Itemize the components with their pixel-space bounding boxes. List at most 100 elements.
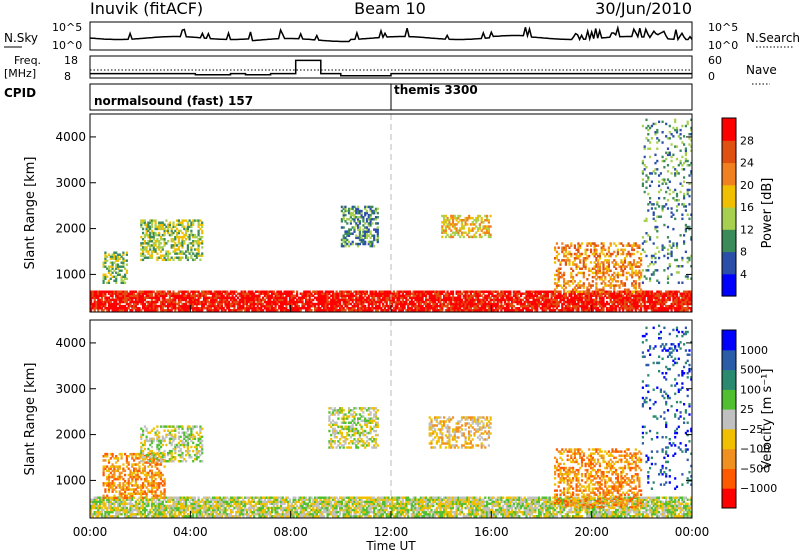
heatmap-cell [174, 496, 177, 499]
heatmap-cell [423, 302, 426, 306]
heatmap-cell [251, 298, 254, 302]
heatmap-cell [365, 228, 369, 231]
heatmap-cell [224, 300, 227, 304]
heatmap-cell [131, 506, 134, 510]
heatmap-cell [143, 240, 146, 243]
heatmap-cell [491, 290, 494, 293]
heatmap-cell [188, 309, 191, 312]
heatmap-cell [557, 259, 560, 262]
heatmap-cell [358, 216, 361, 219]
heatmap-cell [681, 155, 684, 159]
heatmap-cell [649, 298, 652, 302]
heatmap-cell [609, 275, 612, 279]
heatmap-cell [91, 500, 94, 504]
heatmap-cell [364, 230, 367, 233]
heatmap-cell [444, 214, 447, 218]
heatmap-cell [195, 240, 198, 243]
heatmap-cell [163, 229, 166, 233]
heatmap-cell [122, 510, 125, 514]
heatmap-cell [150, 240, 154, 243]
heatmap-cell [364, 242, 367, 246]
heatmap-cell [385, 300, 388, 304]
heatmap-cell [145, 290, 148, 293]
heatmap-cell [339, 294, 342, 298]
heatmap-cell [385, 292, 388, 295]
heatmap-cell [658, 180, 661, 183]
heatmap-cell [143, 223, 146, 226]
heatmap-cell [602, 296, 605, 300]
heatmap-cell [625, 309, 628, 312]
heatmap-cell [109, 307, 112, 310]
heatmap-cell [586, 248, 589, 252]
heatmap-cell [688, 256, 691, 260]
heatmap-cell [328, 309, 331, 312]
nsearch-tick-top: 10^5 [708, 21, 738, 34]
heatmap-cell [509, 309, 512, 312]
heatmap-cell [595, 302, 598, 306]
heatmap-cell [134, 504, 137, 508]
heatmap-cell [690, 118, 693, 122]
heatmap-cell [147, 300, 150, 304]
colorbar-swatch [722, 273, 736, 297]
heatmap-cell [414, 296, 417, 300]
heatmap-cell [659, 302, 662, 306]
heatmap-cell [480, 309, 483, 312]
heatmap-cell [573, 286, 576, 289]
heatmap-cell [125, 253, 128, 256]
heatmap-cell [111, 261, 114, 264]
heatmap-cell [197, 219, 200, 222]
heatmap-cell [170, 227, 173, 231]
heatmap-cell [238, 304, 241, 308]
heatmap-cell [116, 309, 120, 312]
heatmap-cell [595, 284, 598, 287]
heatmap-cell [557, 252, 560, 256]
heatmap-cell [152, 304, 155, 308]
heatmap-cell [609, 307, 612, 310]
colorbar-swatch [722, 229, 736, 253]
heatmap-cell [683, 294, 686, 298]
heatmap-cell [263, 298, 266, 302]
heatmap-cell [183, 235, 186, 239]
heatmap-cell [484, 290, 487, 293]
heatmap-cell [453, 233, 456, 237]
heatmap-cell [369, 298, 372, 302]
heatmap-cell [265, 304, 268, 308]
heatmap-cell [340, 292, 343, 295]
heatmap-cell [93, 294, 96, 298]
heatmap-cell [536, 296, 539, 300]
heatmap-cell [443, 229, 446, 232]
heatmap-cell [451, 219, 455, 222]
heatmap-cell [90, 290, 93, 293]
heatmap-cell [460, 233, 464, 237]
heatmap-cell [441, 214, 444, 218]
heatmap-cell [631, 248, 634, 252]
heatmap-cell [167, 307, 170, 310]
heatmap-cell [150, 309, 154, 312]
heatmap-cell [158, 515, 161, 518]
heatmap-cell [274, 309, 277, 312]
heatmap-cell [226, 302, 229, 306]
heatmap-cell [116, 255, 120, 258]
heatmap-cell [582, 273, 585, 277]
heatmap-cell [636, 250, 639, 254]
heatmap-cell [156, 233, 159, 237]
heatmap-cell [419, 294, 422, 298]
heatmap-cell [484, 231, 487, 234]
heatmap-cell [591, 307, 594, 310]
heatmap-cell [321, 302, 324, 306]
heatmap-cell [156, 508, 159, 512]
heatmap-cell [122, 294, 125, 298]
heatmap-cell [154, 506, 157, 510]
heatmap-cell [365, 309, 369, 312]
heatmap-cell [249, 298, 252, 302]
heatmap-cell [269, 307, 272, 310]
heatmap-cell [104, 261, 107, 264]
heatmap-cell [168, 292, 171, 295]
heatmap-cell [199, 235, 202, 239]
heatmap-cell [161, 302, 164, 306]
heatmap-cell [158, 292, 161, 295]
heatmap-cell [450, 214, 453, 218]
heatmap-cell [174, 235, 177, 239]
heatmap-cell [557, 275, 560, 279]
heatmap-cell [231, 309, 234, 312]
